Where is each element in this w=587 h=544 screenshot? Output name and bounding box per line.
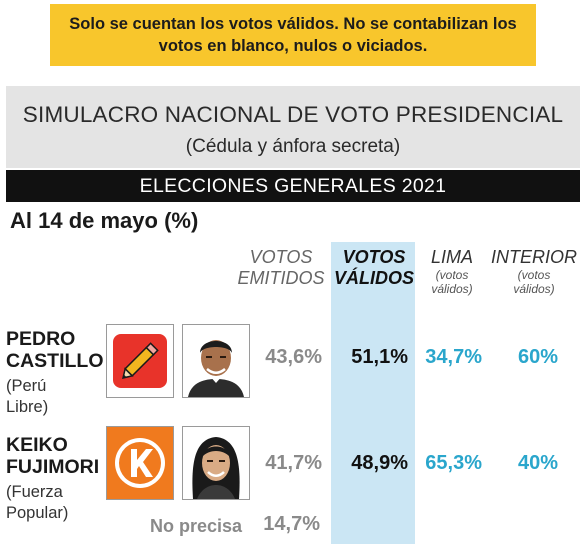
column-header-validos-line-1: VOTOS [342,247,406,267]
value-emitidos-fujimori: 41,7% [265,452,322,474]
column-header-interior-line-3: válidos) [513,282,555,296]
candidate-party-line: Popular) [6,504,69,522]
party-logo-fuerza-popular [106,426,174,500]
candidate-name-castillo: PEDRO CASTILLO [6,328,104,372]
value-lima-fujimori: 65,3% [425,452,482,474]
candidate-name-fujimori: KEIKO FUJIMORI [6,434,99,478]
election-band: ELECCIONES GENERALES 2021 [6,170,580,202]
date-label: Al 14 de mayo (%) [10,208,199,233]
pencil-icon [113,334,167,388]
candidate-party-line: (Perú [6,377,47,395]
portrait-icon [183,325,249,397]
validos-column-highlight [331,242,415,544]
party-logo-peru-libre [106,324,174,398]
column-header-emitidos-line-1: VOTOS [249,247,313,267]
column-header-interior-line-2: (votos [517,268,551,282]
candidate-party-castillo: (Perú Libre) [6,376,48,418]
column-header-lima-line-3: válidos) [431,282,473,296]
value-validos-castillo: 51,1% [351,346,408,368]
page-subtitle: (Cédula y ánfora secreta) [185,136,401,157]
column-header-emitidos-line-2: EMITIDOS [237,268,325,288]
page-title: SIMULACRO NACIONAL DE VOTO PRESIDENCIAL [22,102,564,127]
header-box: SIMULACRO NACIONAL DE VOTO PRESIDENCIAL … [6,86,580,168]
letter-k-icon [107,427,173,499]
column-header-validos-line-2: VÁLIDOS [333,268,414,288]
value-validos-fujimori: 48,9% [351,452,408,474]
candidate-name-line: FUJIMORI [6,456,100,478]
candidate-photo-fujimori [182,426,250,500]
no-precisa-value: 14,7% [263,513,320,535]
notice-line-1: Solo se cuentan los votos válidos. No se… [69,15,517,33]
candidate-name-line: CASTILLO [6,350,104,372]
notice-line-2: votos en blanco, nulos o viciados. [158,37,428,55]
value-interior-castillo: 60% [517,346,558,368]
column-header-lima-line-1: LIMA [430,247,473,267]
value-lima-castillo: 34,7% [425,346,482,368]
column-header-lima: LIMA (votos válidos) [420,247,484,296]
column-header-lima-line-2: (votos [435,268,469,282]
candidate-name-line: PEDRO [6,328,76,350]
column-header-interior: INTERIOR (votos válidos) [486,247,582,296]
value-interior-fujimori: 40% [517,452,558,474]
candidate-name-line: KEIKO [6,434,68,456]
column-header-validos: VOTOS VÁLIDOS [333,247,415,289]
notice-banner: Solo se cuentan los votos válidos. No se… [50,4,536,66]
candidate-party-line: Libre) [6,398,49,416]
portrait-icon [183,427,249,499]
value-emitidos-castillo: 43,6% [265,346,322,368]
candidate-photo-castillo [182,324,250,398]
candidate-party-fujimori: (Fuerza Popular) [6,482,68,524]
no-precisa-label: No precisa [150,516,243,536]
candidate-party-line: (Fuerza [6,483,63,501]
column-header-emitidos: VOTOS EMITIDOS [228,247,334,289]
column-header-interior-line-1: INTERIOR [490,247,577,267]
